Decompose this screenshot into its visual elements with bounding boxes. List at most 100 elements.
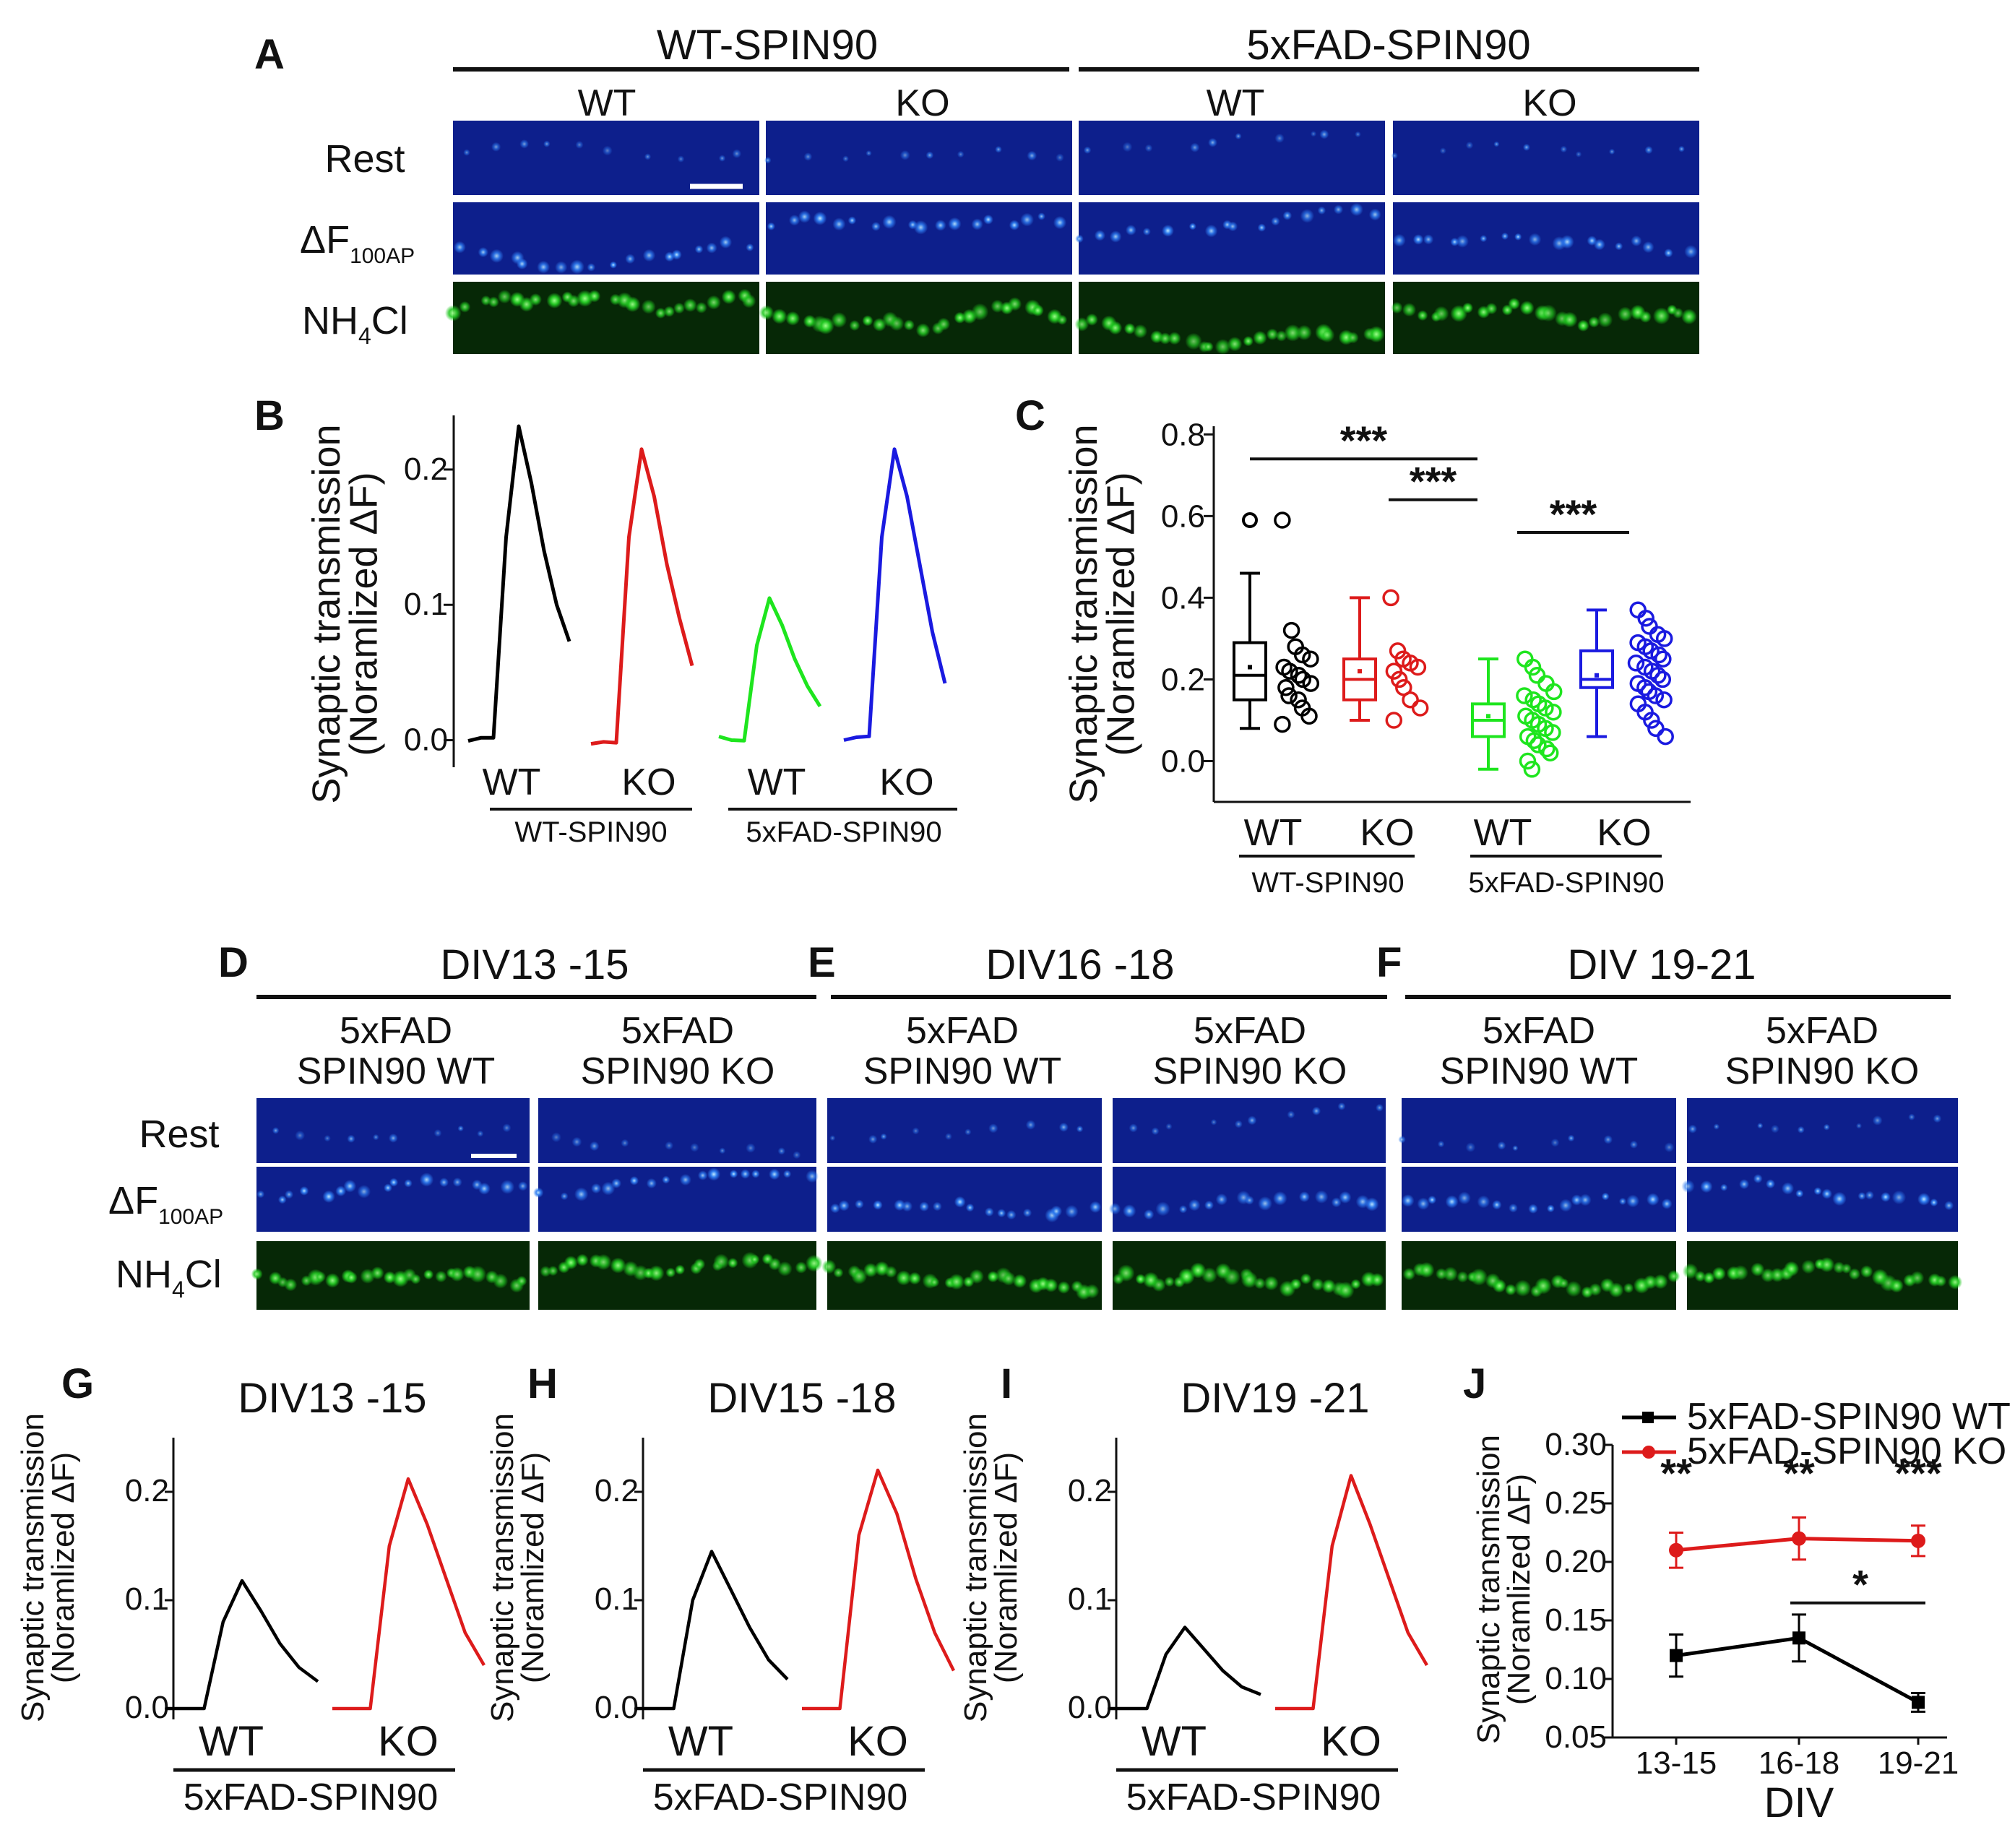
panel-def-tile-r3-c4-punctum — [1337, 1282, 1355, 1299]
panel-a-tile-r1-c4-punctum — [1465, 141, 1474, 150]
panel-def-tile-r1-c4-punctum — [1234, 1120, 1243, 1128]
panel-a-tile-r1-c4-punctum — [1560, 145, 1568, 153]
panel-def-tile-r2-c4-punctum — [1215, 1193, 1228, 1206]
panel-j-legend-marker — [1642, 1446, 1655, 1459]
panel-def-tile-r3-c3-punctum — [863, 1263, 879, 1278]
panel-c-x-label: WT — [1474, 812, 1532, 854]
panel-a-row-label-df: ΔF100AP — [300, 218, 415, 268]
panel-def-tile-r2-c5-punctum — [1428, 1195, 1437, 1204]
panel-def-tile-r1-c6-punctum — [1823, 1123, 1830, 1131]
panel-def-tile-r3-c6-punctum — [1841, 1263, 1852, 1274]
panel-a-tile-r1-c4-punctum — [1644, 146, 1653, 155]
panel-def-tile-r3-c5-punctum — [1589, 1283, 1602, 1296]
panel-def-tile-r2-c3-punctum — [984, 1207, 994, 1217]
panel-def-tile-r3-c5-punctum — [1457, 1271, 1469, 1283]
panel-c-point — [1636, 678, 1654, 696]
panel-j-legend-label: 5xFAD-SPIN90 WT — [1687, 1396, 2011, 1438]
panel-a-tile-r3-c2-punctum — [937, 317, 951, 331]
panel-def-tile-r2-c3-punctum — [838, 1200, 850, 1212]
panel-a-tile-r1-c3-punctum — [1235, 133, 1242, 139]
panel-def-tile-r1-c1-punctum — [272, 1127, 280, 1134]
panel-a-tile-r3-c4-punctum — [1508, 298, 1520, 310]
panel-c-y-tick-label: 0.0 — [1161, 743, 1205, 779]
panel-a-tile-r3-c2-punctum — [889, 316, 905, 332]
panel-def-tile-r3-c4-punctum — [1152, 1277, 1166, 1292]
panel-a-tile-r3-c3-punctum — [1108, 321, 1123, 335]
panel-def-tile-r3-c5-punctum — [1402, 1267, 1416, 1281]
panel-def-tile-r3-c1-punctum — [371, 1266, 384, 1280]
panel-a-tile-r3-c1-punctum — [663, 306, 675, 317]
panel-def-tile-r2-c5-punctum — [1492, 1200, 1502, 1210]
panel-def-tile-r3-c2-punctum — [749, 1254, 760, 1265]
panel-a-tile-r1-c3-punctum — [1208, 137, 1217, 147]
panel-def-tile-r1-c3-punctum — [965, 1128, 972, 1136]
panel-def-tile-r2-c6-punctum — [1795, 1189, 1804, 1198]
panel-a-tile-r3-c4-punctum — [1588, 316, 1600, 328]
panel-c-point — [1637, 609, 1654, 627]
panel-c-point — [1274, 511, 1291, 529]
panel-def-tile-r1-c4-punctum — [1165, 1123, 1173, 1130]
panel-c-point — [1293, 646, 1311, 664]
panel-c-sig-label: *** — [1340, 418, 1388, 463]
panel-def-tile-r1-c2-punctum — [746, 1143, 756, 1153]
panel-a-tile-r3-c2-punctum — [903, 319, 915, 331]
panel-c-point — [1545, 703, 1562, 721]
panel-def-tile-r2-c4-punctum — [1188, 1199, 1201, 1212]
panel-a-tile-r2-c4-punctum — [1684, 245, 1698, 259]
panel-a-tile-r3-c3-punctum — [1203, 341, 1214, 353]
panel-b-ylabel-sub: (Noramlized ΔF) — [342, 472, 385, 756]
panel-c-point — [1519, 752, 1537, 770]
panel-def-tile-r3-c5-punctum — [1505, 1284, 1516, 1296]
panel-a-tile-r2-c3-punctum — [1188, 223, 1196, 230]
panel-a-tile-r3-c4-punctum — [1540, 304, 1557, 322]
panel-a-tile-r1-c1-punctum — [602, 145, 613, 156]
panel-j-marker — [1670, 1649, 1683, 1662]
panel-def-tile-r1-c3-punctum — [1058, 1122, 1069, 1132]
panel-def-tile-r2-c3-punctum — [965, 1203, 975, 1212]
panel-a-tile-r1-c2-punctum — [957, 150, 965, 158]
panel-def-tile-r1-c5-punctum — [1664, 1142, 1675, 1152]
panel-def-tile-r1-c5-punctum — [1437, 1140, 1445, 1148]
panel-def-tile-r1-c3-punctum — [912, 1127, 920, 1135]
panel-c-x-label: KO — [1360, 812, 1414, 854]
panel-def-tile-r2-c5-punctum — [1509, 1203, 1518, 1213]
panel-def-tile-r1-c4-punctum — [1376, 1103, 1384, 1112]
panel-def-tile-r2-c2-punctum — [769, 1168, 780, 1180]
panel-def-tile-r3-c5-punctum — [1608, 1282, 1624, 1298]
panel-def-tile-r2-c4-punctum — [1144, 1209, 1155, 1220]
panel-a-tile-r1-c2-punctum — [995, 146, 1002, 153]
panel-def-tile-r3-c1-punctum — [435, 1270, 447, 1283]
panel-a-tile-r3-c2-punctum — [772, 308, 788, 324]
panel-def-tile-r2-c4-punctum — [1314, 1190, 1329, 1204]
panel-a-tile-r2-c3-punctum — [1109, 230, 1122, 243]
panel-def-tile-r2-c5-punctum — [1559, 1199, 1573, 1212]
panel-def-tile-r2-c5-punctum — [1579, 1193, 1592, 1206]
panel-c-point — [1629, 601, 1647, 619]
panel-a-tile-r2-c1-punctum — [694, 245, 704, 254]
panel-def-tile-r1-c6-punctum — [1856, 1123, 1862, 1129]
panel-def-tile-r3-c6-punctum — [1935, 1275, 1947, 1287]
panel-def-tile-r3-c1-punctum — [284, 1278, 298, 1292]
panel-a-tile-r1-c3-punctum — [1355, 131, 1361, 138]
panel-def-tile-r1-c4-punctum — [1210, 1119, 1217, 1126]
panel-def-tile-r3-c3-punctum — [1084, 1284, 1100, 1299]
panel-def-tile-r2-c5-punctum — [1477, 1195, 1490, 1209]
panel-def-tile-r1-c4-punctum — [1287, 1110, 1295, 1119]
panel-j-marker — [1911, 1533, 1925, 1548]
panel-def-tile-r3-c2-punctum — [648, 1265, 665, 1282]
panel-j-y-tick-label: 0.15 — [1545, 1602, 1607, 1638]
panel-def-tile-r3-c3-punctum — [969, 1269, 984, 1284]
panel-def-tile-r3-c3-punctum — [1057, 1281, 1071, 1294]
panel-def-tile-r3-c2-punctum — [576, 1253, 589, 1266]
panel-def-tile-r2-c6-punctum — [1781, 1182, 1795, 1195]
panel-a-tile-r2-c3-punctum — [1126, 225, 1136, 236]
panel-c-point — [1642, 642, 1660, 660]
panel-def-tile-r3-c6-punctum — [1703, 1271, 1715, 1284]
panel-label-g: G — [61, 1360, 94, 1407]
panel-def-tile-r3-c3-punctum — [908, 1271, 921, 1285]
panel-c-point — [1654, 670, 1672, 688]
panel-a-tile-r3-c3-punctum — [1284, 324, 1302, 342]
panel-a-tile-r3-c3-punctum — [1214, 339, 1231, 355]
panel-def-tile-r1-c4-punctum — [1151, 1127, 1160, 1136]
panel-def-tile-r2-c6-punctum — [1821, 1188, 1832, 1199]
